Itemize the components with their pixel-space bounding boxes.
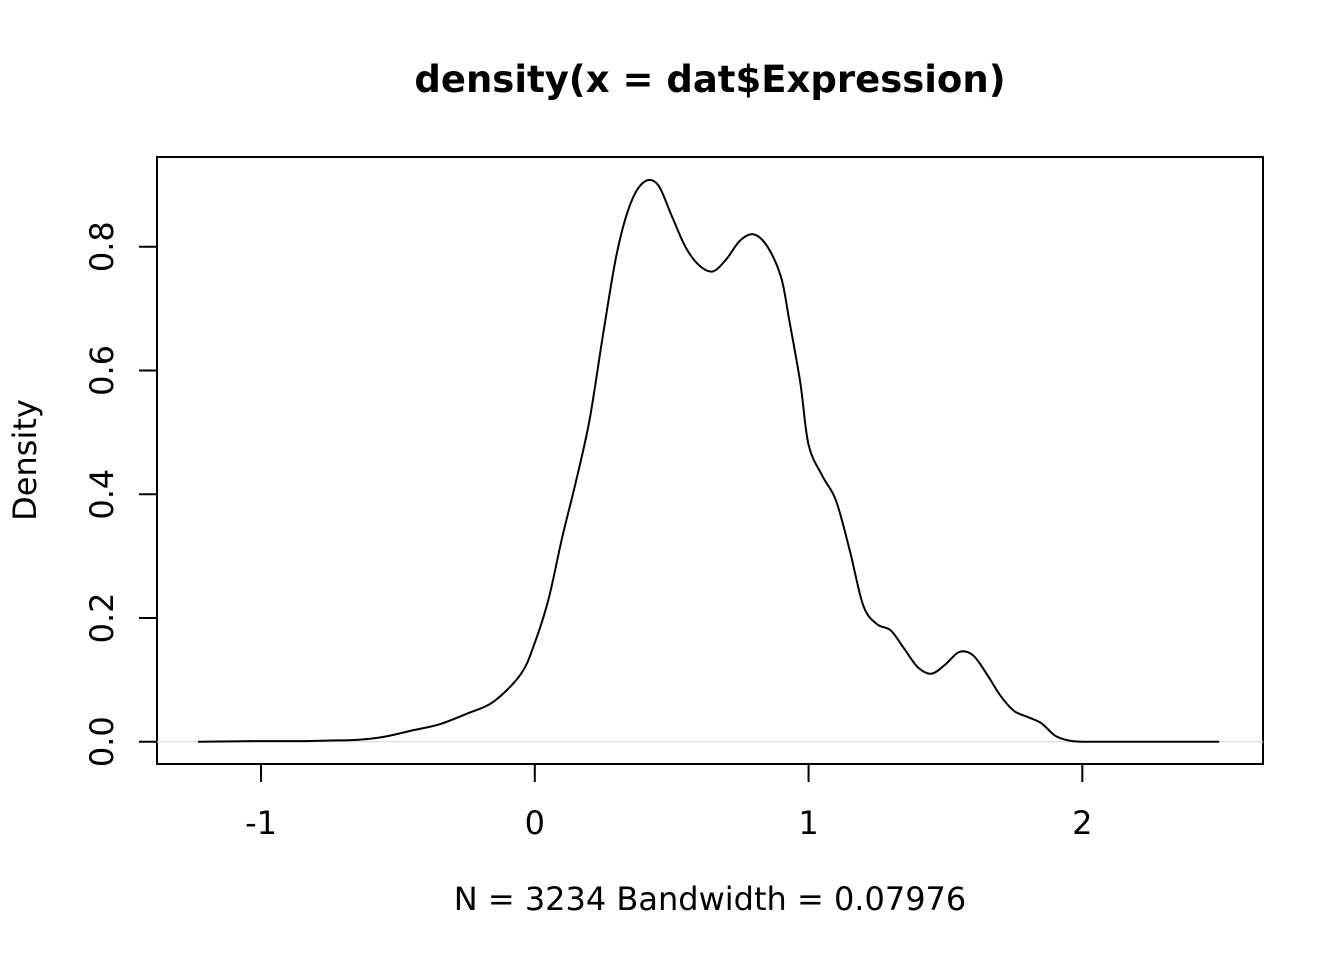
y-tick-label: 0.8 bbox=[83, 221, 121, 272]
x-axis: -1 0 1 2 bbox=[245, 764, 1092, 842]
x-tick-label: 0 bbox=[525, 804, 545, 842]
density-curve bbox=[198, 178, 1220, 743]
x-tick-label: 1 bbox=[798, 804, 818, 842]
plot-frame bbox=[156, 156, 1264, 765]
x-tick-label: 2 bbox=[1072, 804, 1092, 842]
x-tick-label: -1 bbox=[245, 804, 277, 842]
y-tick-label: 0.2 bbox=[83, 593, 121, 644]
y-tick-label: 0.4 bbox=[83, 469, 121, 520]
y-axis-label: Density bbox=[6, 399, 44, 521]
y-axis: 0.0 0.2 0.4 0.6 0.8 bbox=[83, 221, 157, 767]
chart-title: density(x = dat$Expression) bbox=[414, 58, 1005, 101]
y-tick-label: 0.0 bbox=[83, 716, 121, 767]
x-axis-label: N = 3234 Bandwidth = 0.07976 bbox=[454, 880, 967, 918]
y-tick-label: 0.6 bbox=[83, 345, 121, 396]
